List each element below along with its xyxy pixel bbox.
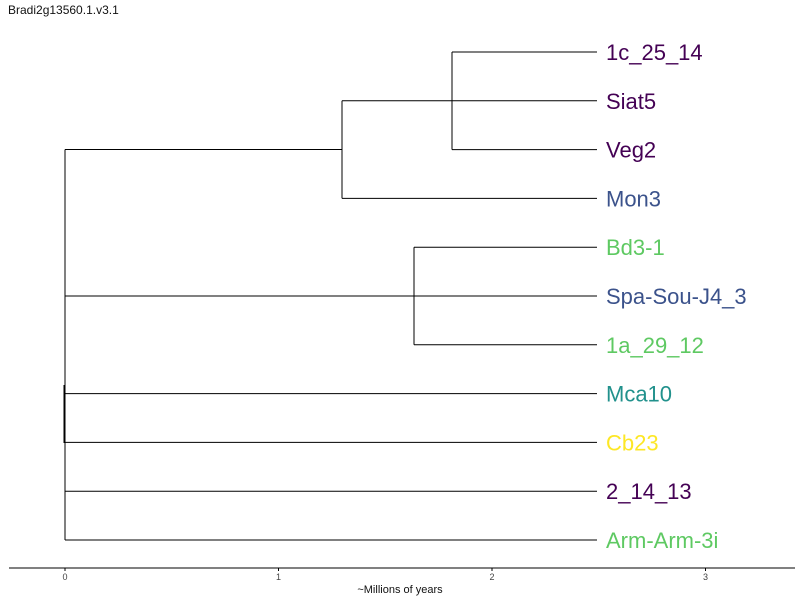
figure-title: Bradi2g13560.1.v3.1 [8, 3, 119, 17]
leaf-label-l11: Arm-Arm-3i [606, 528, 718, 553]
x-tick-label: 3 [703, 572, 708, 582]
leaf-label-l8: Mca10 [606, 382, 672, 407]
leaf-label-l7: 1a_29_12 [606, 333, 704, 358]
leaf-labels: 1c_25_14 Siat5 Veg2 Mon3 Bd3-1 Spa-Sou-J4_3 1a… [606, 40, 747, 553]
leaf-label-l4: Mon3 [606, 186, 661, 211]
x-axis-label: ~Millions of years [357, 584, 443, 596]
leaf-label-l3: Veg2 [606, 138, 656, 163]
leaf-label-l1: 1c_25_14 [606, 40, 703, 65]
x-tick-label: 1 [276, 572, 281, 582]
leaf-label-l9: Cb23 [606, 430, 659, 455]
leaf-label-l6: Spa-Sou-J4_3 [606, 284, 747, 309]
leaf-label-l5: Bd3-1 [606, 235, 665, 260]
x-tick-label: 0 [62, 572, 67, 582]
x-axis: 0 1 2 3 ~Millions of years [9, 567, 795, 596]
leaf-label-l2: Siat5 [606, 89, 656, 114]
tree-branches [63, 51, 597, 541]
leaf-label-l10: 2_14_13 [606, 479, 692, 504]
x-tick-label: 2 [489, 572, 494, 582]
